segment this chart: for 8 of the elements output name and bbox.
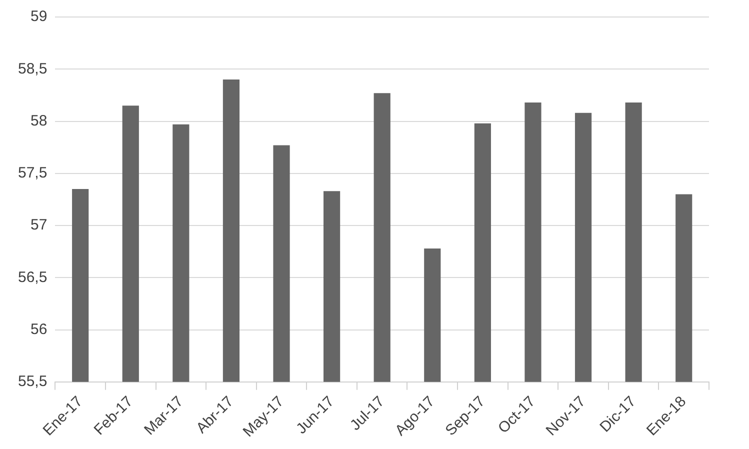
y-tick-label: 56,5 <box>18 268 48 286</box>
y-tick-label: 59 <box>30 8 48 26</box>
y-tick-label: 57 <box>30 216 48 234</box>
y-tick-label: 55,5 <box>18 373 48 390</box>
y-tick-label: 56 <box>30 320 48 338</box>
y-tick-label: 57,5 <box>18 164 48 182</box>
y-tick-label: 58 <box>30 112 48 130</box>
y-tick-label: 58,5 <box>18 60 48 78</box>
